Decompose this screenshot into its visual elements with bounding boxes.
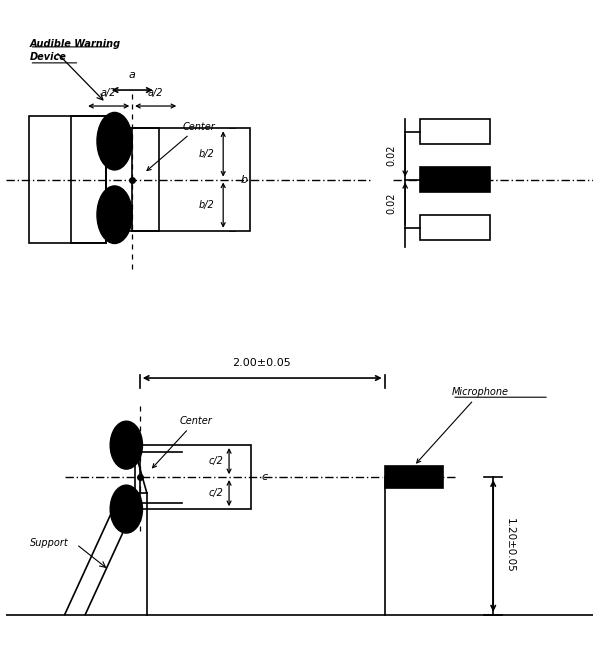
Text: Center: Center xyxy=(147,122,215,170)
Text: Center: Center xyxy=(153,416,212,468)
Text: 0.02: 0.02 xyxy=(386,192,397,214)
Text: Support: Support xyxy=(29,538,68,548)
Ellipse shape xyxy=(97,113,132,170)
Text: a: a xyxy=(129,71,135,81)
Ellipse shape xyxy=(110,421,143,469)
Text: b: b xyxy=(241,174,248,184)
Text: b/2: b/2 xyxy=(199,200,214,210)
Bar xyxy=(420,119,491,145)
Text: Audible Warning
Device: Audible Warning Device xyxy=(29,39,120,62)
Text: a/2: a/2 xyxy=(101,88,116,98)
Text: 2.00±0.05: 2.00±0.05 xyxy=(232,358,291,368)
Ellipse shape xyxy=(97,186,132,244)
Text: Microphone: Microphone xyxy=(417,387,509,463)
Text: 1.20±0.05: 1.20±0.05 xyxy=(505,518,515,573)
Text: c/2: c/2 xyxy=(208,456,223,466)
Text: 0.02: 0.02 xyxy=(386,145,397,166)
Bar xyxy=(71,116,106,244)
Text: c: c xyxy=(261,472,268,482)
Bar xyxy=(29,116,106,244)
Bar xyxy=(385,466,443,488)
Text: b/2: b/2 xyxy=(199,149,214,159)
Bar xyxy=(106,129,159,230)
Bar xyxy=(132,129,250,230)
Text: c/2: c/2 xyxy=(208,488,223,498)
Bar xyxy=(420,214,491,240)
Bar xyxy=(140,445,252,509)
Text: a/2: a/2 xyxy=(148,88,164,98)
Bar xyxy=(420,166,491,192)
Ellipse shape xyxy=(110,485,143,533)
